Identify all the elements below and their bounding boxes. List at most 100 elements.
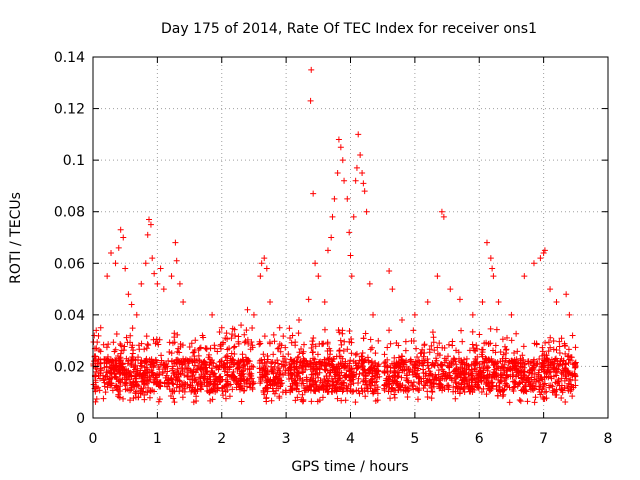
data-point [347, 357, 354, 364]
data-point [240, 357, 247, 364]
data-point [294, 382, 301, 389]
data-point [209, 365, 216, 372]
data-point [448, 375, 455, 382]
data-point [465, 385, 472, 392]
data-point [113, 331, 120, 338]
data-point [568, 386, 575, 393]
data-point [289, 332, 296, 339]
data-point [132, 390, 139, 397]
data-point [118, 364, 125, 371]
data-point [268, 397, 275, 404]
data-point [363, 208, 370, 215]
data-point [101, 383, 108, 390]
data-point [288, 386, 295, 393]
data-point [312, 388, 319, 395]
data-point [274, 367, 281, 374]
data-point [500, 372, 507, 379]
data-point [565, 387, 572, 394]
data-point [287, 364, 294, 371]
x-tick-label: 2 [217, 431, 226, 447]
data-point [195, 357, 202, 364]
x-tick-label: 0 [89, 431, 98, 447]
data-point [238, 375, 245, 382]
data-point [545, 358, 552, 365]
data-point [479, 298, 486, 305]
data-point [499, 336, 506, 343]
data-point [381, 360, 388, 367]
data-point [139, 374, 146, 381]
data-point [176, 361, 183, 368]
data-point [273, 387, 280, 394]
data-point [526, 378, 533, 385]
data-point [239, 351, 246, 358]
data-point [487, 340, 494, 347]
data-point [141, 396, 148, 403]
data-point [501, 386, 508, 393]
data-point [321, 326, 328, 333]
data-point [125, 291, 132, 298]
data-point [216, 328, 223, 335]
data-point [130, 395, 137, 402]
data-point [339, 384, 346, 391]
data-point [336, 329, 343, 336]
data-point [174, 366, 181, 373]
data-point [143, 358, 150, 365]
data-point [348, 350, 355, 357]
data-point [503, 383, 510, 390]
data-point [325, 388, 332, 395]
data-point [476, 374, 483, 381]
data-point [178, 364, 185, 371]
data-point [543, 370, 550, 377]
data-point [488, 385, 495, 392]
data-point [466, 347, 473, 354]
data-point [117, 226, 124, 233]
data-point [340, 362, 347, 369]
data-point [295, 388, 302, 395]
y-tick-label: 0.12 [54, 102, 85, 118]
data-point [353, 387, 360, 394]
data-point [402, 347, 409, 354]
data-point [404, 394, 411, 400]
data-point [521, 372, 528, 379]
data-point [553, 346, 560, 353]
data-point [362, 373, 369, 380]
data-point [334, 395, 341, 402]
data-point [263, 379, 270, 386]
data-point [411, 363, 418, 370]
data-point [511, 363, 518, 370]
data-point [429, 388, 436, 395]
data-point [102, 356, 109, 363]
data-point [258, 260, 265, 267]
data-point [535, 377, 542, 384]
data-point [157, 265, 164, 272]
data-point [400, 387, 407, 394]
data-point [527, 359, 534, 366]
data-point [370, 388, 377, 395]
data-point [530, 356, 537, 363]
data-point [511, 378, 518, 385]
data-point [190, 369, 197, 376]
data-point [91, 332, 98, 339]
data-point [220, 392, 227, 399]
data-point [456, 296, 463, 303]
data-point [112, 373, 119, 380]
data-point [133, 375, 140, 382]
data-point [545, 339, 552, 346]
data-point [321, 298, 328, 305]
data-point [490, 273, 497, 280]
data-point [143, 345, 150, 352]
data-point [226, 366, 233, 373]
data-point [569, 372, 576, 379]
data-point [101, 364, 108, 371]
data-point [143, 376, 150, 383]
data-point [333, 379, 340, 386]
data-point [450, 355, 457, 362]
data-point [458, 371, 465, 378]
data-point [305, 296, 312, 303]
data-point [103, 360, 110, 367]
data-point [238, 322, 245, 329]
data-point [120, 395, 127, 402]
data-point [179, 387, 186, 394]
data-point [299, 377, 306, 384]
data-point [206, 351, 213, 358]
